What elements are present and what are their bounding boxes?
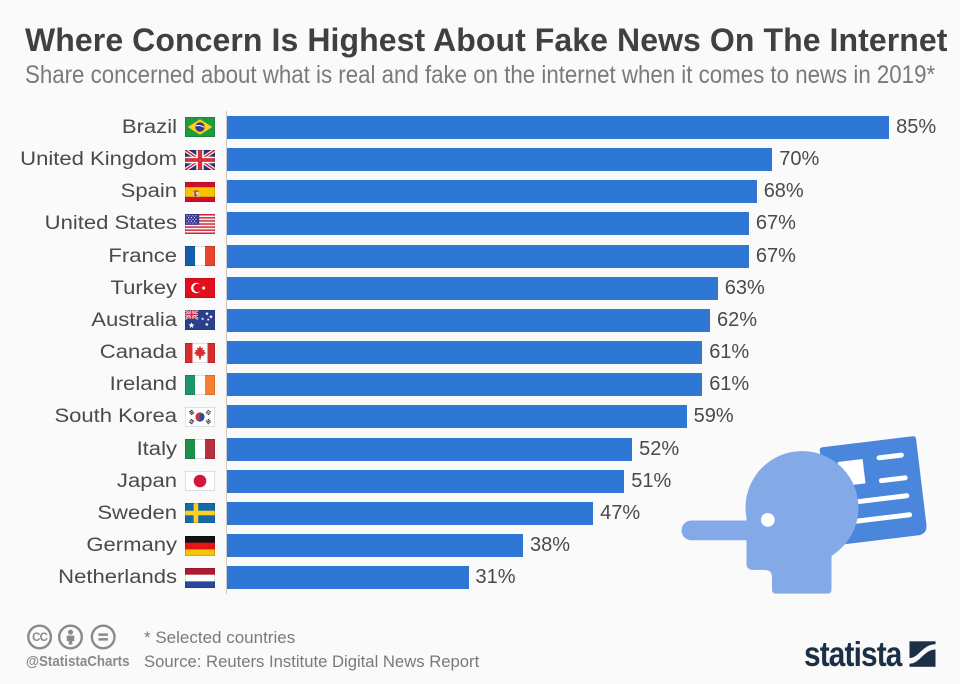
svg-text:statista: statista [804,641,903,674]
svg-text:CC: CC [32,632,48,644]
